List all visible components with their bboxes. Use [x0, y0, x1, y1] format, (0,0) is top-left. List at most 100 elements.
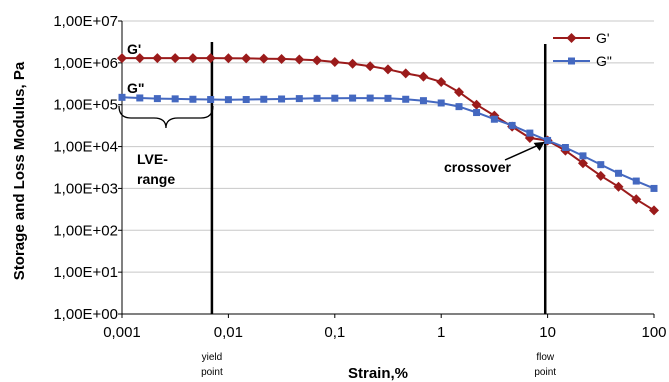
data-point: [400, 68, 411, 79]
data-point: [153, 95, 161, 103]
x-tick-labels: 0,001 0,01 0,1 1 10 100: [103, 324, 666, 341]
data-point: [615, 169, 623, 177]
data-point: [419, 97, 427, 105]
data-point: [224, 96, 232, 104]
data-point: [579, 152, 587, 160]
data-point: [631, 194, 642, 205]
data-point: [312, 55, 323, 66]
x-axis-title: Strain,%: [348, 365, 408, 382]
data-point: [347, 58, 358, 69]
legend-label: G': [596, 30, 610, 46]
data-point: [223, 53, 234, 64]
series-g-double-prime: [118, 93, 658, 192]
annotations: G' G" LVE-range crossover yield point flow poin…: [118, 41, 556, 378]
data-point: [561, 144, 569, 152]
vertical-markers: [210, 42, 547, 314]
data-point: [597, 161, 605, 169]
data-point: [526, 129, 534, 137]
data-point: [649, 205, 659, 216]
flow-point-label: flow: [536, 352, 555, 363]
x-tick-label: 0,01: [214, 324, 243, 341]
series-line: [122, 57, 655, 212]
data-point: [207, 96, 215, 104]
data-point: [650, 184, 658, 192]
data-point: [366, 94, 374, 102]
legend: G' G": [553, 30, 612, 69]
data-point: [258, 53, 269, 64]
lve-range-label: LVE-: [137, 151, 168, 167]
yield-point-label: yield: [202, 352, 223, 363]
yield-point-label: point: [201, 367, 223, 378]
data-point: [437, 99, 445, 107]
axes: [118, 20, 655, 318]
data-point: [384, 94, 392, 102]
data-point: [365, 61, 376, 72]
legend-marker: [568, 57, 575, 65]
y-tick-label: 1,00E+00: [53, 306, 118, 323]
crossover-label: crossover: [444, 159, 511, 175]
series-layer: [117, 53, 659, 216]
data-point: [471, 99, 482, 110]
flow-point-label: point: [534, 367, 556, 378]
data-point: [189, 95, 197, 103]
y-tick-label: 1,00E+03: [53, 180, 118, 197]
data-point: [134, 53, 145, 64]
crossover-arrowhead: [533, 141, 545, 151]
data-point: [260, 95, 268, 103]
data-point: [632, 177, 640, 185]
data-point: [276, 53, 287, 64]
y-tick-label: 1,00E+02: [53, 222, 118, 239]
y-axis-title: Storage and Loss Modulus, Pa: [11, 61, 28, 280]
data-point: [278, 95, 286, 103]
data-point: [170, 53, 181, 64]
y-tick-label: 1,00E+06: [53, 55, 118, 72]
legend-entry: G': [553, 30, 610, 46]
data-point: [595, 170, 606, 181]
data-point: [329, 56, 340, 67]
data-point: [242, 96, 250, 104]
x-tick-label: 0,001: [103, 324, 141, 341]
lve-range-label: range: [137, 171, 175, 187]
data-point: [436, 76, 447, 87]
data-point: [490, 115, 498, 123]
data-point: [577, 158, 588, 169]
lve-range-brace: [118, 105, 214, 129]
data-point: [508, 121, 516, 129]
g-double-prime-label: G": [127, 80, 145, 96]
data-point: [613, 181, 624, 192]
x-tick-label: 100: [641, 324, 666, 341]
y-tick-labels: 1,00E+00 1,00E+01 1,00E+02 1,00E+03 1,00E+04…: [53, 13, 118, 323]
data-point: [402, 95, 410, 103]
data-point: [117, 53, 127, 64]
legend-label: G": [596, 53, 612, 69]
legend-marker: [566, 33, 577, 43]
data-point: [454, 87, 465, 98]
data-point: [241, 53, 252, 64]
data-point: [152, 53, 163, 64]
data-point: [331, 94, 339, 102]
data-point: [455, 103, 463, 111]
data-point: [118, 93, 126, 101]
data-point: [544, 136, 552, 144]
data-point: [313, 94, 321, 102]
y-tick-label: 1,00E+04: [53, 139, 118, 156]
data-point: [382, 64, 393, 75]
series-g-prime: [117, 53, 659, 216]
data-point: [473, 109, 481, 117]
data-point: [349, 94, 357, 102]
x-tick-label: 10: [539, 324, 556, 341]
series-line: [121, 96, 655, 190]
data-point: [205, 53, 216, 64]
x-tick-label: 1: [437, 324, 445, 341]
y-tick-label: 1,00E+05: [53, 97, 118, 114]
y-tick-label: 1,00E+01: [53, 264, 118, 281]
data-point: [294, 54, 305, 65]
legend-entry: G": [553, 53, 612, 69]
y-tick-label: 1,00E+07: [53, 13, 118, 30]
data-point: [136, 94, 144, 102]
data-point: [187, 53, 198, 64]
data-point: [418, 71, 429, 82]
x-tick-label: 0,1: [324, 324, 345, 341]
data-point: [171, 95, 179, 103]
